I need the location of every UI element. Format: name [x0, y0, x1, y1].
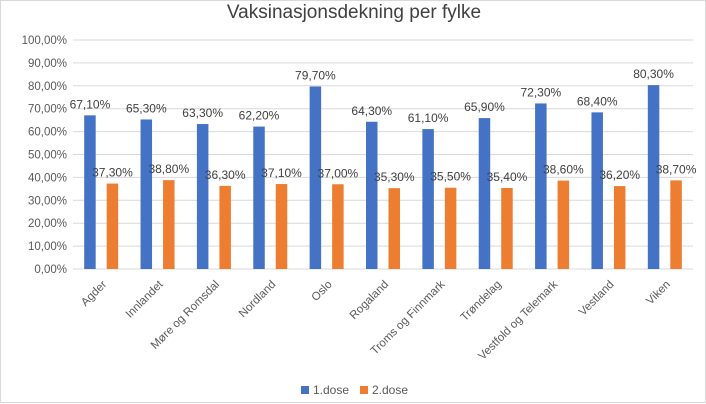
y-tick-label: 60,00%: [28, 127, 67, 139]
data-label-dose1: 64,30%: [351, 104, 392, 118]
legend-swatch-dose1: [301, 386, 309, 394]
category-label: Viken: [644, 279, 673, 308]
legend-label-dose2: 2.dose: [372, 383, 408, 397]
data-label-dose2: 36,30%: [205, 168, 246, 182]
bar-dose2: [332, 184, 344, 269]
category-label: Innlandet: [124, 278, 167, 321]
data-label-dose1: 80,30%: [633, 67, 674, 81]
y-tick-label: 80,00%: [28, 81, 67, 93]
chart-title: Vaksinasjonsdekning per fylke: [227, 2, 481, 23]
bar-dose1: [478, 118, 491, 270]
bar-dose1: [140, 119, 153, 269]
bar-dose2: [444, 187, 457, 269]
data-label-dose1: 68,40%: [577, 94, 618, 108]
data-label-dose1: 65,90%: [464, 100, 505, 114]
bar-dose2: [613, 186, 626, 269]
category-label: Rogaland: [348, 279, 391, 322]
data-label-dose1: 61,10%: [408, 111, 449, 125]
bar-dose2: [106, 183, 119, 269]
bar-dose1: [422, 129, 434, 269]
legend-label-dose1: 1.dose: [313, 383, 349, 397]
category-label: Trøndelag: [459, 279, 504, 324]
y-tick-label: 70,00%: [28, 104, 67, 116]
y-tick-label: 90,00%: [28, 58, 67, 70]
data-label-dose1: 67,10%: [70, 97, 111, 111]
data-label-dose2: 37,30%: [92, 166, 133, 180]
category-label: Oslo: [310, 279, 335, 304]
bar-dose2: [275, 184, 288, 269]
bar-dose2: [670, 180, 682, 269]
data-label-dose1: 72,30%: [520, 85, 561, 99]
data-label-dose1: 63,30%: [182, 106, 223, 120]
data-label-dose1: 65,30%: [126, 101, 167, 115]
category-label: Vestland: [577, 279, 617, 319]
y-tick-label: 50,00%: [28, 150, 67, 162]
data-label-dose2: 37,10%: [261, 166, 302, 180]
legend-swatch-dose2: [360, 386, 368, 394]
data-label-dose2: 38,80%: [148, 162, 189, 176]
y-tick-label: 100,00%: [22, 35, 67, 47]
data-label-dose2: 35,40%: [487, 170, 528, 184]
y-tick-label: 0,00%: [34, 264, 67, 276]
bar-dose1: [196, 124, 209, 269]
bar-dose1: [647, 85, 660, 269]
category-label: Agder: [79, 279, 109, 309]
bar-dose1: [535, 103, 547, 269]
bar-dose1: [253, 126, 265, 269]
bar-dose2: [388, 188, 400, 269]
data-label-dose2: 36,20%: [599, 168, 640, 182]
category-label: Nordland: [237, 279, 278, 320]
data-label-dose1: 79,70%: [295, 68, 336, 82]
data-label-dose2: 37,00%: [318, 166, 359, 180]
data-label-dose2: 35,30%: [374, 170, 415, 184]
data-label-dose1: 62,20%: [239, 109, 280, 123]
y-tick-label: 10,00%: [28, 241, 67, 253]
bar-dose2: [163, 180, 175, 269]
data-label-dose2: 38,70%: [656, 162, 697, 176]
bar-dose2: [219, 185, 231, 269]
y-tick-label: 20,00%: [28, 218, 67, 230]
bar-dose2: [501, 187, 513, 269]
bar-dose1: [309, 86, 322, 269]
bar-dose1: [591, 112, 603, 269]
data-label-dose2: 35,50%: [430, 170, 471, 184]
bar-dose1: [84, 115, 96, 269]
bar-dose2: [557, 180, 570, 269]
y-tick-label: 30,00%: [28, 195, 67, 207]
data-label-dose2: 38,60%: [543, 163, 584, 177]
y-tick-label: 40,00%: [28, 172, 67, 184]
bar-dose1: [366, 121, 378, 270]
